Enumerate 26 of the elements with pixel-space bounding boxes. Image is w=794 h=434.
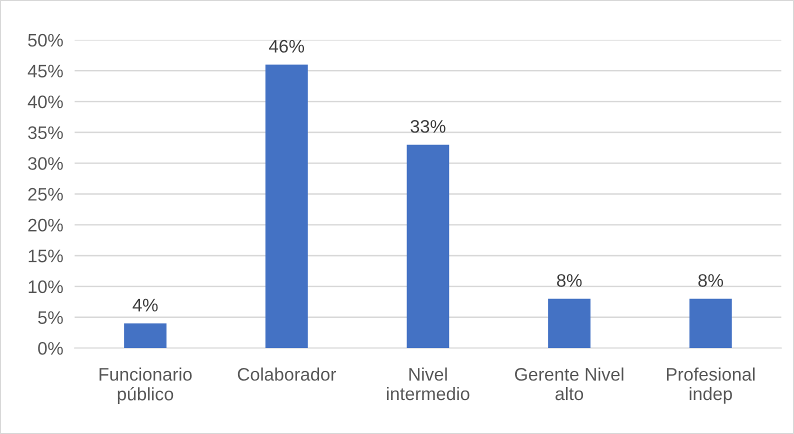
y-tick-label: 30%: [28, 157, 63, 170]
data-label: 8%: [698, 274, 724, 287]
x-tick-label: Gerente Nivel alto: [515, 368, 624, 400]
x-tick-label: Colaborador: [238, 368, 336, 381]
y-tick-label: 15%: [28, 250, 63, 262]
y-tick-label: 25%: [28, 188, 63, 201]
bar: [124, 323, 166, 348]
y-tick-label: 45%: [28, 64, 63, 78]
x-tick-label: Profesional indep: [666, 368, 755, 404]
data-label: 46%: [268, 40, 304, 53]
bar: [265, 64, 308, 348]
data-label: 33%: [410, 120, 446, 133]
y-tick-label: 40%: [28, 95, 63, 108]
data-label: 8%: [557, 274, 582, 287]
y-tick-label: 50%: [28, 34, 63, 47]
y-tick-label: 0%: [38, 342, 63, 355]
y-tick-label: 5%: [38, 311, 63, 324]
bar: [406, 144, 450, 348]
y-tick-label: 35%: [28, 126, 63, 140]
y-tick-label: 10%: [28, 280, 63, 294]
x-tick-label: Funcionario público: [100, 368, 192, 404]
bar: [689, 298, 732, 348]
data-label: 4%: [132, 298, 158, 312]
x-tick-label: Nivel intermedio: [387, 368, 470, 400]
bar: [548, 298, 590, 348]
y-tick-label: 20%: [28, 218, 63, 232]
